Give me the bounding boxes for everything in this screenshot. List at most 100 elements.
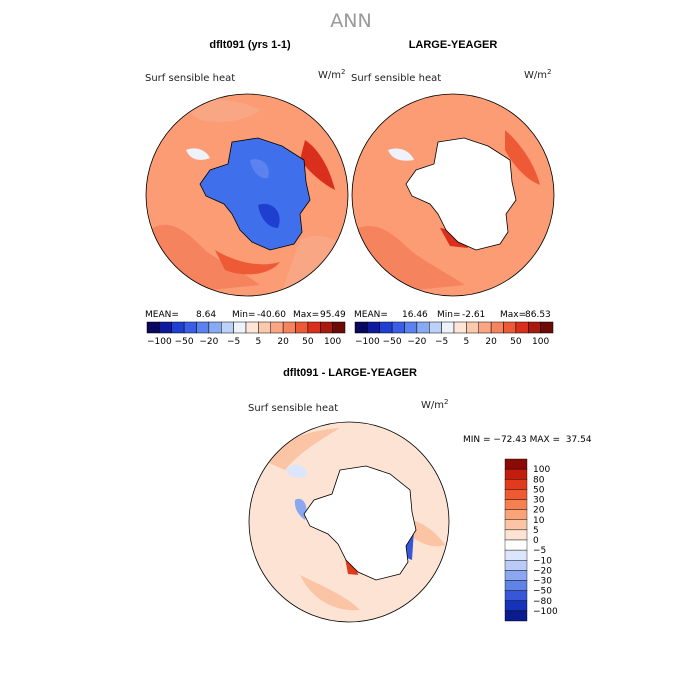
field-patch [300, 140, 335, 190]
field-patch [186, 148, 210, 160]
map-boundary [248, 421, 450, 623]
colorbar-swatch [221, 321, 234, 334]
colorbar-tick-label: −100 [147, 337, 172, 347]
colorbar-swatch [159, 321, 172, 334]
colorbar-swatch [504, 468, 528, 480]
colorbar-tick-label: 0 [533, 536, 539, 546]
colorbar-tick-label: 5 [464, 337, 470, 347]
colorbar: −100 −50 −20 −5 5 20 50 100 [354, 321, 554, 347]
colorbar: −100 −50 −20 −5 5 20 50 100 [146, 321, 346, 347]
map-field [146, 94, 348, 296]
colorbar-swatch [416, 321, 430, 334]
units-label: W/m2 [318, 68, 345, 81]
colorbar-tick-label: −100 [355, 337, 380, 347]
colorbar-swatch [490, 321, 504, 334]
colorbar-swatch [504, 549, 528, 561]
field-patch [294, 498, 307, 520]
field-patch [262, 428, 340, 470]
field-patch [388, 148, 414, 161]
map-boundary [145, 93, 349, 297]
colorbar-swatch [183, 321, 197, 334]
colorbar-tick-label: −100 [533, 607, 558, 617]
colorbar-swatch [453, 321, 467, 334]
colorbar-swatch [504, 610, 528, 622]
field-patch [285, 464, 308, 478]
colorbar-tick-label: −5 [533, 546, 546, 556]
colorbar-tick-label: 10 [533, 516, 545, 526]
colorbar-swatch [441, 321, 455, 334]
colorbar-swatch [354, 321, 368, 334]
map-field [352, 94, 554, 296]
colorbar-tick-label: −10 [533, 556, 552, 566]
colorbar-tick-label: 100 [324, 337, 341, 347]
colorbar-swatch [504, 529, 528, 541]
panel-title: dflt091 (yrs 1-1) [209, 39, 291, 51]
panel-title: LARGE-YEAGER [409, 39, 498, 51]
colorbar-swatch [320, 321, 333, 334]
colorbar-swatch [515, 321, 529, 334]
colorbar-swatch [270, 321, 284, 334]
colorbar-swatch [146, 321, 160, 334]
colorbar-tick-label: 100 [533, 465, 550, 475]
colorbar-tick-label: −20 [533, 566, 552, 576]
panel-large-yeager: LARGE-YEAGER Surf sensible heat W/m2 MEA… [351, 39, 555, 347]
colorbar-swatch [540, 321, 554, 334]
panel-title: dflt091 - LARGE-YEAGER [283, 367, 417, 379]
colorbar-tick-label: 50 [302, 337, 314, 347]
antarctica [303, 465, 417, 581]
colorbar-swatch [233, 321, 247, 334]
colorbar-swatch [208, 321, 222, 334]
colorbar-swatch [478, 321, 492, 334]
colorbar-tick-label: 20 [485, 337, 497, 347]
map-field [249, 422, 449, 622]
colorbar-swatch [504, 570, 528, 581]
field-label: Surf sensible heat [248, 403, 338, 414]
colorbar-swatch [504, 509, 528, 520]
stats-line: MEAN= 8.64 Min=-40.60 Max=95.49 [145, 310, 346, 320]
colorbar-swatch [391, 321, 405, 334]
colorbar-swatch [466, 321, 479, 334]
antarctica [405, 137, 517, 251]
field-patch [215, 250, 280, 275]
colorbar-tick-label: −50 [533, 587, 552, 597]
colorbar-swatch [258, 321, 271, 334]
units-label: W/m2 [421, 398, 448, 411]
continent-shade [258, 203, 280, 228]
continent-shade [250, 159, 269, 179]
colorbar-tick-label: −20 [199, 337, 218, 347]
colorbar-swatch [196, 321, 210, 334]
field-label: Surf sensible heat [351, 73, 441, 84]
colorbar-tick-label: −5 [227, 337, 240, 347]
colorbar-swatch [332, 321, 346, 334]
colorbar-tick-label: 20 [277, 337, 289, 347]
panel-difference: dflt091 - LARGE-YEAGER Surf sensible hea… [248, 367, 592, 623]
colorbar-swatch [379, 321, 393, 334]
colorbar-tick-label: 30 [533, 496, 545, 506]
map-boundary [351, 93, 555, 297]
colorbar-tick-label: −50 [175, 337, 194, 347]
colorbar-swatch [404, 321, 418, 334]
colorbar-swatch [429, 321, 442, 334]
colorbar-swatch [295, 321, 309, 334]
colorbar-swatch [282, 321, 296, 334]
colorbar-swatch [307, 321, 321, 334]
colorbar-swatch [504, 580, 528, 591]
field-patch [505, 130, 540, 185]
colorbar-tick-label: −5 [435, 337, 448, 347]
colorbar-swatch [504, 600, 528, 612]
colorbar-tick-label: −80 [533, 597, 552, 607]
colorbar-tick-label: 50 [533, 485, 545, 495]
colorbar-tick-label: 100 [532, 337, 549, 347]
colorbar-swatch [504, 499, 528, 510]
colorbar-tick-label: −50 [383, 337, 402, 347]
minmax-text: MIN = −72.43 MAX = 37.54 [463, 435, 592, 445]
colorbar-swatch [245, 321, 259, 334]
colorbar-swatch [504, 489, 528, 500]
colorbar-tick-label: 80 [533, 475, 545, 485]
colorbar-tick-label: −30 [533, 577, 552, 587]
field-label: Surf sensible heat [145, 73, 235, 84]
field-patch [300, 575, 360, 611]
